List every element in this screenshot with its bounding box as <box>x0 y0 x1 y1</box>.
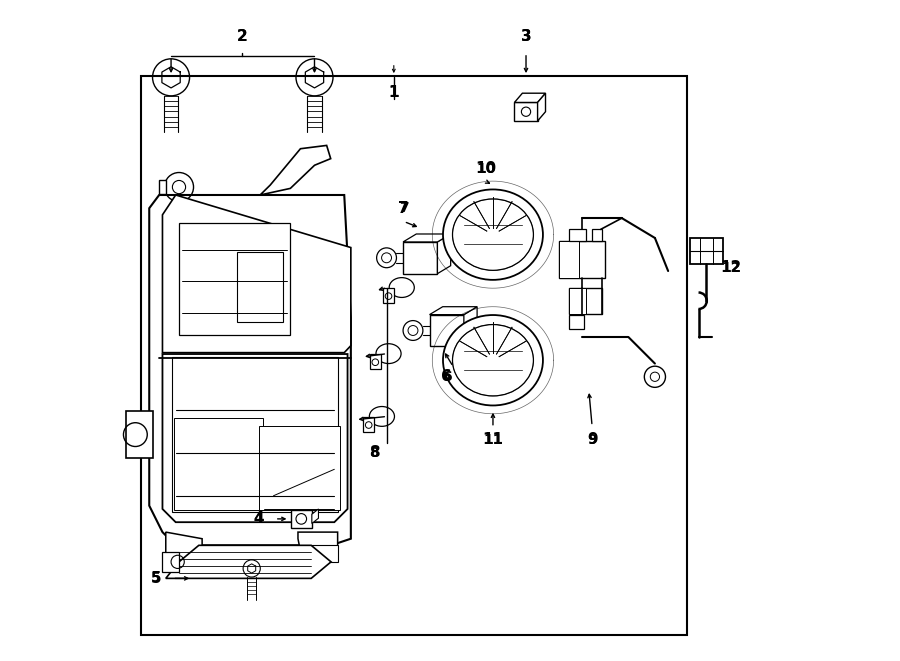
Ellipse shape <box>369 407 394 426</box>
Text: 12: 12 <box>720 260 742 275</box>
Polygon shape <box>537 93 545 121</box>
Bar <box>175 418 263 510</box>
Text: 3: 3 <box>521 29 531 44</box>
Text: 5: 5 <box>150 571 161 586</box>
Bar <box>291 510 312 528</box>
Text: 10: 10 <box>476 161 497 176</box>
Polygon shape <box>163 552 179 572</box>
Text: 8: 8 <box>369 446 379 460</box>
Text: 2: 2 <box>237 29 248 44</box>
Bar <box>141 76 687 635</box>
Bar <box>364 417 374 432</box>
Text: 4: 4 <box>253 512 264 526</box>
Text: 1: 1 <box>389 85 399 100</box>
Bar <box>559 241 579 278</box>
Text: 10: 10 <box>477 161 496 176</box>
Ellipse shape <box>443 190 543 280</box>
Bar <box>179 223 290 335</box>
Bar <box>311 545 338 562</box>
Polygon shape <box>163 354 347 522</box>
Text: 2: 2 <box>237 29 248 44</box>
Polygon shape <box>464 307 477 346</box>
Bar <box>383 288 394 303</box>
Bar <box>569 288 602 314</box>
Text: 6: 6 <box>441 369 452 384</box>
Text: 9: 9 <box>588 432 597 447</box>
Polygon shape <box>159 180 166 194</box>
Bar <box>237 252 284 322</box>
Bar <box>173 358 338 512</box>
Polygon shape <box>260 145 330 195</box>
Ellipse shape <box>453 325 534 396</box>
Polygon shape <box>298 532 338 562</box>
Text: 7: 7 <box>399 201 409 215</box>
Bar <box>370 354 381 369</box>
Polygon shape <box>166 545 331 578</box>
Bar <box>403 242 437 274</box>
Text: 8: 8 <box>369 446 379 460</box>
Text: 5: 5 <box>151 571 161 586</box>
Bar <box>569 315 583 329</box>
Ellipse shape <box>453 199 534 270</box>
Bar <box>559 241 606 278</box>
Polygon shape <box>149 195 351 545</box>
Text: 3: 3 <box>521 29 531 44</box>
Polygon shape <box>163 195 351 352</box>
Bar <box>515 102 537 121</box>
Bar <box>690 238 723 264</box>
Polygon shape <box>515 93 545 102</box>
Bar <box>569 229 586 241</box>
Polygon shape <box>166 532 202 562</box>
Text: 1: 1 <box>389 85 399 100</box>
Text: 4: 4 <box>254 512 263 526</box>
Bar <box>569 288 586 314</box>
Ellipse shape <box>443 315 543 405</box>
Polygon shape <box>437 234 451 274</box>
Bar <box>126 411 153 457</box>
Bar <box>258 426 340 510</box>
Bar <box>429 315 464 346</box>
Ellipse shape <box>389 278 414 297</box>
Polygon shape <box>312 509 319 524</box>
Text: 9: 9 <box>587 432 598 447</box>
Text: 12: 12 <box>721 260 741 275</box>
Text: 11: 11 <box>482 432 503 447</box>
Bar <box>592 229 602 241</box>
Polygon shape <box>403 234 451 242</box>
Polygon shape <box>429 307 477 315</box>
Text: 6: 6 <box>442 369 452 384</box>
Ellipse shape <box>376 344 401 364</box>
Text: 11: 11 <box>483 432 503 447</box>
Text: 7: 7 <box>399 201 409 215</box>
